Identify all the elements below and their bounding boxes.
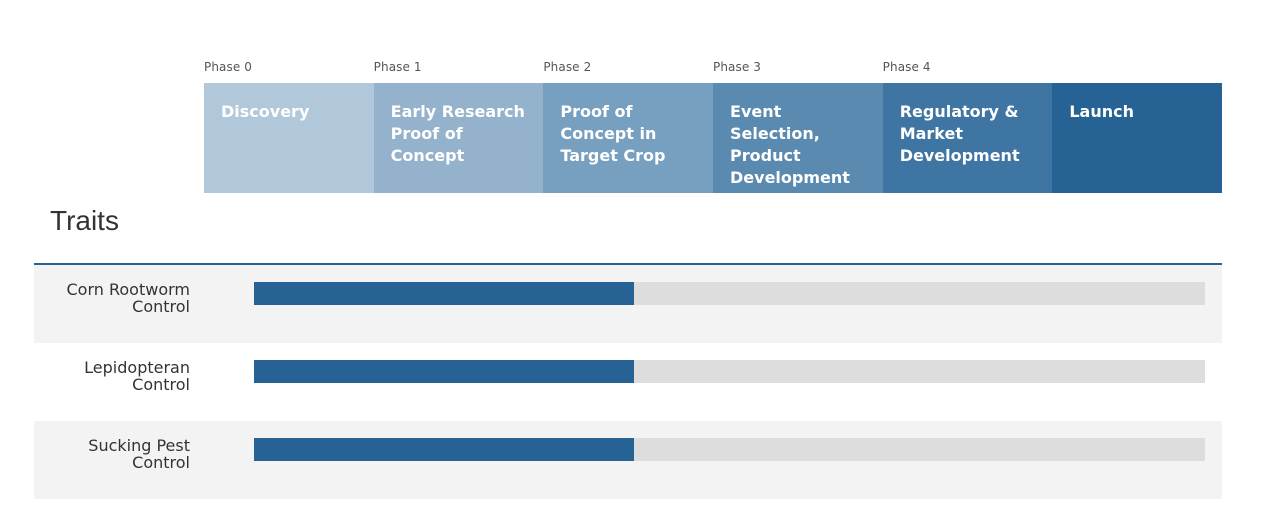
phase-label: Phase 1 xyxy=(373,60,422,74)
progress-track xyxy=(254,438,1205,461)
stage-block: Proof of Concept in Target Crop xyxy=(543,83,714,193)
phase-label: Phase 2 xyxy=(543,60,592,74)
progress-track xyxy=(254,282,1205,305)
phase-label: Phase 3 xyxy=(713,60,761,74)
stage-block: Early Research Proof of Concept xyxy=(373,83,544,193)
phase-labels: Phase 0 Phase 1 Phase 2 Phase 3 Phase 4 xyxy=(204,60,1222,76)
stage-block: Regulatory & Market Development xyxy=(882,83,1053,193)
stage-block: Discovery xyxy=(204,83,374,193)
trait-label: Corn Rootworm Control xyxy=(66,280,191,316)
progress-track xyxy=(254,360,1205,383)
trait-row: Lepidopteran Control xyxy=(34,343,1222,421)
stage-block: Event Selection, Product Development xyxy=(713,83,883,193)
section-title: Traits xyxy=(50,205,119,236)
progress-bar xyxy=(254,438,635,461)
section-divider xyxy=(34,263,1222,265)
phase-label: Phase 4 xyxy=(882,60,931,74)
progress-bar xyxy=(254,360,635,383)
stage-header: Discovery Early Research Proof of Concept… xyxy=(204,83,1223,193)
trait-row: Corn Rootworm Control xyxy=(34,265,1222,343)
stage-block: Launch xyxy=(1052,83,1223,193)
progress-bar xyxy=(254,282,635,305)
phase-label: Phase 0 xyxy=(204,60,252,74)
trait-label: Lepidopteran Control xyxy=(84,358,190,394)
trait-label: Sucking Pest Control xyxy=(88,436,190,472)
trait-rows: Corn Rootworm Control Lepidopteran Contro… xyxy=(34,265,1222,499)
trait-row: Sucking Pest Control xyxy=(34,421,1222,499)
